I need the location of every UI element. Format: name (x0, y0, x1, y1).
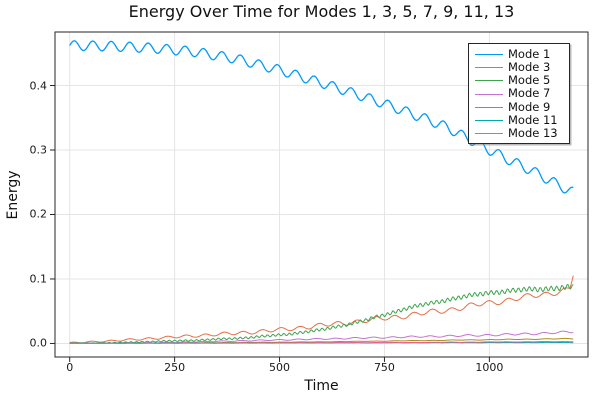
legend-line-sample (475, 133, 503, 135)
x-tick-label: 250 (164, 361, 186, 374)
legend-label: Mode 9 (508, 99, 551, 114)
legend-label: Mode 7 (508, 86, 551, 101)
y-tick-label: 0.3 (29, 143, 48, 157)
plot-frame (54, 31, 589, 358)
legend-item-mode-13: Mode 13 (469, 127, 569, 140)
series-line-mode-1 (69, 40, 574, 194)
x-tick-label: 0 (66, 361, 74, 374)
legend-label: Mode 1 (508, 46, 551, 61)
chart-title: Energy Over Time for Modes 1, 3, 5, 7, 9… (128, 2, 515, 21)
y-tick-label: 0.1 (29, 272, 48, 286)
legend-line-sample (475, 67, 503, 69)
legend-item-mode-1: Mode 1 (469, 48, 569, 61)
series-line-mode-5 (69, 284, 574, 345)
series-line-mode-13 (69, 340, 574, 344)
y-tick-label: 0.0 (29, 336, 48, 350)
legend-label: Mode 5 (508, 73, 551, 88)
x-axis-label: Time (304, 378, 339, 394)
legend-item-mode-3: Mode 3 (469, 61, 569, 74)
legend-line-sample (475, 54, 503, 56)
legend-item-mode-5: Mode 5 (469, 74, 569, 87)
x-tick-label: 750 (373, 361, 395, 374)
series-line-mode-3 (69, 275, 574, 344)
legend-line-sample (475, 120, 503, 122)
legend-item-mode-7: Mode 7 (469, 88, 569, 101)
legend-label: Mode 3 (508, 60, 551, 75)
legend-label: Mode 11 (508, 112, 558, 127)
legend-item-mode-11: Mode 11 (469, 114, 569, 127)
y-tick-label: 0.4 (29, 79, 48, 93)
x-tick-label: 500 (269, 361, 291, 374)
legend-line-sample (475, 93, 503, 95)
y-tick-label: 0.2 (29, 207, 48, 221)
legend-line-sample (475, 80, 503, 82)
x-tick-label: 1000 (475, 361, 504, 374)
y-axis-label: Energy (5, 170, 21, 220)
legend-label: Mode 13 (508, 125, 558, 140)
legend: Mode 1 Mode 3 Mode 5 Mode 7 Mode 9 Mode 11 Mod… (468, 43, 570, 145)
legend-line-sample (475, 106, 503, 108)
legend-item-mode-9: Mode 9 (469, 101, 569, 114)
